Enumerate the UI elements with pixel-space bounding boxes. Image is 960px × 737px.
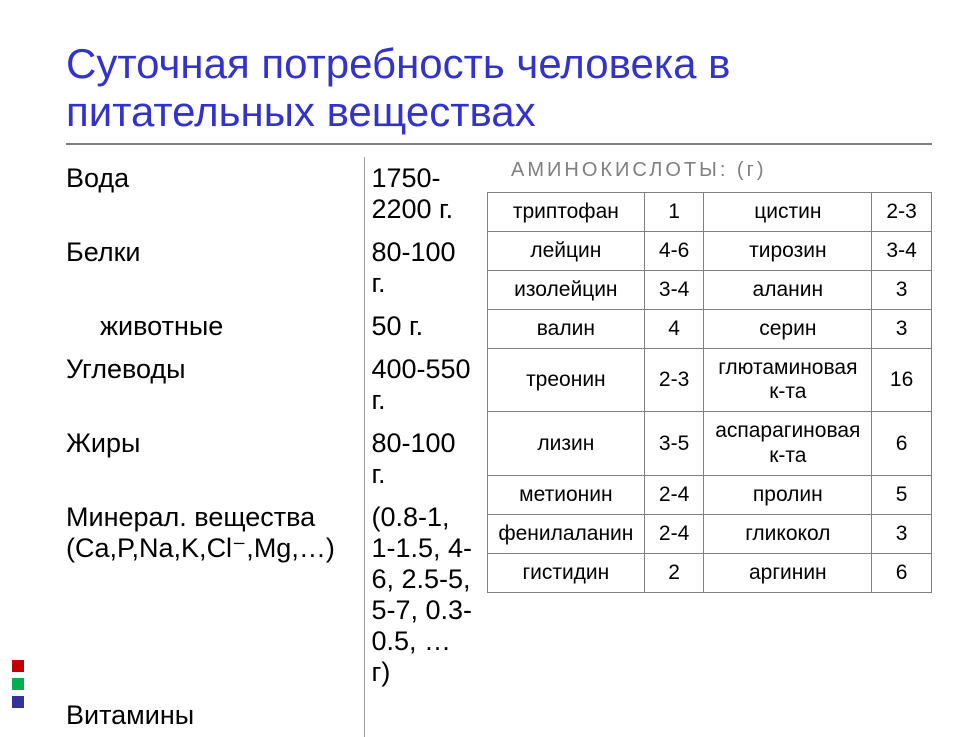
nutrient-value: 400-550 г. bbox=[365, 348, 479, 422]
nutrient-value: 80-100 г. bbox=[365, 422, 479, 496]
amino-value: 3 bbox=[872, 310, 932, 349]
amino-value: 2-4 bbox=[644, 514, 704, 553]
amino-name: лейцин bbox=[488, 231, 645, 270]
amino-value: 3-5 bbox=[644, 412, 704, 475]
amino-name: лизин bbox=[488, 412, 645, 475]
nutrient-name: Жиры bbox=[66, 422, 365, 496]
nutrient-name: Углеводы bbox=[66, 348, 365, 422]
amino-value: 6 bbox=[872, 554, 932, 593]
amino-name: валин bbox=[488, 310, 645, 349]
amino-value: 3-4 bbox=[872, 231, 932, 270]
amino-value: 6 bbox=[872, 412, 932, 475]
decorative-square bbox=[12, 660, 24, 672]
content: Вода1750-2200 г.Белки80-100 г.животные50… bbox=[66, 157, 932, 737]
slide-title: Суточная потребность человека в питатель… bbox=[66, 40, 932, 145]
amino-value: 4 bbox=[644, 310, 704, 349]
nutrient-value bbox=[365, 694, 479, 737]
amino-name: гистидин bbox=[488, 554, 645, 593]
amino-acids-title: АМИНОКИСЛОТЫ: (г) bbox=[511, 159, 932, 182]
amino-name: аспарагиновая к-та bbox=[704, 412, 872, 475]
decorative-square bbox=[12, 678, 24, 690]
nutrient-name: животные bbox=[66, 305, 365, 348]
table-row: метионин2-4пролин5 bbox=[488, 475, 932, 514]
table-row: треонин2-3глютаминовая к-та16 bbox=[488, 349, 932, 412]
amino-name: гликокол bbox=[704, 514, 872, 553]
table-row: лизин3-5аспарагиновая к-та6 bbox=[488, 412, 932, 475]
amino-name: пролин bbox=[704, 475, 872, 514]
table-row: фенилаланин2-4гликокол3 bbox=[488, 514, 932, 553]
amino-name: фенилаланин bbox=[488, 514, 645, 553]
nutrient-name: Витамины bbox=[66, 694, 365, 737]
nutrients-list: Вода1750-2200 г.Белки80-100 г.животные50… bbox=[66, 157, 479, 737]
nutrient-name: Вода bbox=[66, 157, 365, 231]
amino-acids-table: триптофан1цистин2-3лейцин4-6тирозин3-4из… bbox=[487, 192, 932, 594]
amino-name: метионин bbox=[488, 475, 645, 514]
amino-value: 16 bbox=[872, 349, 932, 412]
nutrient-value: 50 г. bbox=[365, 305, 479, 348]
amino-name: цистин bbox=[704, 192, 872, 231]
amino-value: 2 bbox=[644, 554, 704, 593]
amino-value: 3 bbox=[872, 514, 932, 553]
table-row: валин4серин3 bbox=[488, 310, 932, 349]
nutrient-name: Белки bbox=[66, 231, 365, 305]
amino-name: тирозин bbox=[704, 231, 872, 270]
nutrient-value: 1750-2200 г. bbox=[365, 157, 479, 231]
amino-value: 2-3 bbox=[644, 349, 704, 412]
decorative-squares bbox=[12, 654, 24, 708]
decorative-square bbox=[12, 696, 24, 708]
nutrient-name: Минерал. вещества (Ca,P,Na,K,Cl⁻,Mg,…) bbox=[66, 496, 365, 694]
nutrient-value: (0.8-1, 1-1.5, 4-6, 2.5-5, 5-7, 0.3-0.5,… bbox=[365, 496, 479, 694]
amino-name: глютаминовая к-та bbox=[704, 349, 872, 412]
table-row: изолейцин3-4аланин3 bbox=[488, 270, 932, 309]
amino-name: серин bbox=[704, 310, 872, 349]
amino-value: 3-4 bbox=[644, 270, 704, 309]
amino-value: 3 bbox=[872, 270, 932, 309]
amino-value: 4-6 bbox=[644, 231, 704, 270]
amino-value: 2-4 bbox=[644, 475, 704, 514]
amino-name: триптофан bbox=[488, 192, 645, 231]
amino-name: аргинин bbox=[704, 554, 872, 593]
table-row: лейцин4-6тирозин3-4 bbox=[488, 231, 932, 270]
amino-section: АМИНОКИСЛОТЫ: (г) триптофан1цистин2-3лей… bbox=[479, 157, 932, 737]
nutrient-value: 80-100 г. bbox=[365, 231, 479, 305]
table-row: гистидин2аргинин6 bbox=[488, 554, 932, 593]
amino-value: 5 bbox=[872, 475, 932, 514]
table-row: триптофан1цистин2-3 bbox=[488, 192, 932, 231]
amino-value: 2-3 bbox=[872, 192, 932, 231]
amino-name: треонин bbox=[488, 349, 645, 412]
amino-name: изолейцин bbox=[488, 270, 645, 309]
amino-value: 1 bbox=[644, 192, 704, 231]
amino-name: аланин bbox=[704, 270, 872, 309]
